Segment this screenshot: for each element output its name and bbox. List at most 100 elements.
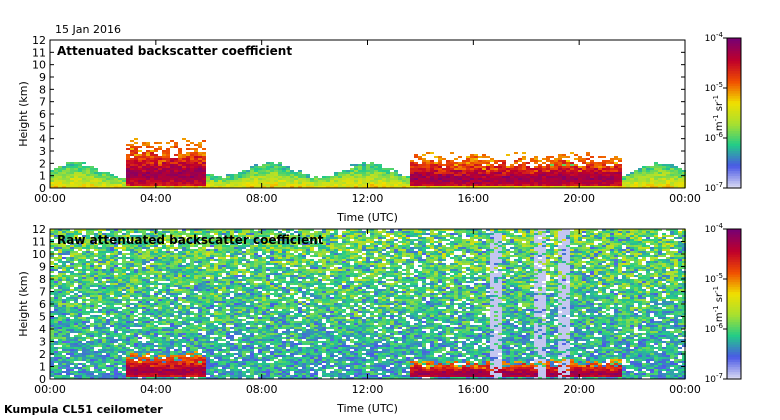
y-tick-label: 0	[39, 182, 46, 195]
colorbar-step	[727, 259, 741, 263]
colorbar-step	[727, 256, 741, 260]
colorbar-step	[727, 266, 741, 270]
colorbar-step	[727, 241, 741, 245]
y-tick-label: 4	[39, 133, 46, 146]
y-tick-label: 11	[32, 46, 46, 59]
colorbar-step	[727, 366, 741, 370]
colorbar-unit: m-1 sr-1	[712, 95, 725, 131]
x-tick-label: 00:00	[669, 192, 701, 205]
colorbar-tick-label: 10-4	[705, 31, 724, 44]
colorbar-step	[727, 254, 741, 258]
colorbar-step	[727, 236, 741, 240]
colorbar-step	[727, 244, 741, 248]
colorbar-step	[727, 40, 741, 44]
y-tick-label: 3	[39, 145, 46, 158]
x-tick-label: 20:00	[563, 383, 595, 396]
colorbar-step	[727, 316, 741, 320]
colorbar-step	[727, 110, 741, 114]
colorbar-step	[727, 349, 741, 353]
colorbar-step	[727, 376, 741, 380]
colorbar-step	[727, 143, 741, 147]
colorbar-tick-label: 10-6	[705, 322, 724, 335]
colorbar-step	[727, 334, 741, 338]
colorbar-step	[727, 284, 741, 288]
colorbar-step	[727, 80, 741, 84]
footer-label: Kumpula CL51 ceilometer	[4, 403, 163, 416]
colorbar-step	[727, 329, 741, 333]
colorbar-step	[727, 65, 741, 69]
colorbar-step	[727, 53, 741, 57]
colorbar-step	[727, 168, 741, 172]
x-tick-label: 12:00	[352, 192, 384, 205]
colorbar-step	[727, 324, 741, 328]
colorbar-step	[727, 148, 741, 152]
x-tick-label: 20:00	[563, 192, 595, 205]
colorbar-step	[727, 314, 741, 318]
colorbar-step	[727, 374, 741, 378]
colorbar-step	[727, 301, 741, 305]
colorbar-step	[727, 249, 741, 253]
colorbar: 10-4 10-5 10-6 10-7 m-1 sr-1	[705, 222, 742, 385]
colorbar-step	[727, 83, 741, 87]
colorbar-tick-label: 10-7	[705, 372, 723, 385]
x-tick-label: 04:00	[140, 192, 172, 205]
colorbar-step	[727, 361, 741, 365]
colorbar-step	[727, 63, 741, 67]
colorbar-step	[727, 48, 741, 52]
colorbar-step	[727, 331, 741, 335]
x-tick-label: 08:00	[246, 383, 278, 396]
y-tick-label: 2	[39, 348, 46, 361]
colorbar-step	[727, 326, 741, 330]
colorbar-unit: m-1 sr-1	[712, 286, 725, 322]
colorbar-step	[727, 165, 741, 169]
colorbar-step	[727, 336, 741, 340]
x-axis-title: Time (UTC)	[336, 402, 398, 415]
y-tick-label: 10	[32, 59, 46, 72]
colorbar-step	[727, 299, 741, 303]
colorbar-step	[727, 93, 741, 97]
y-tick-label: 9	[39, 71, 46, 84]
colorbar-step	[727, 339, 741, 343]
y-tick-label: 12	[32, 34, 46, 47]
colorbar-step	[727, 180, 741, 184]
colorbar-step	[727, 155, 741, 159]
colorbar-step	[727, 279, 741, 283]
colorbar-step	[727, 271, 741, 275]
colorbar-step	[727, 319, 741, 323]
colorbar-step	[727, 133, 741, 137]
colorbar-step	[727, 78, 741, 82]
colorbar-step	[727, 264, 741, 268]
y-tick-label: 1	[39, 361, 46, 374]
colorbar-step	[727, 304, 741, 308]
colorbar-step	[727, 115, 741, 119]
colorbar-step	[727, 341, 741, 345]
y-tick-label: 2	[39, 157, 46, 170]
colorbar-step	[727, 251, 741, 255]
colorbar-step	[727, 105, 741, 109]
x-tick-label: 08:00	[246, 192, 278, 205]
x-tick-label: 16:00	[457, 383, 489, 396]
colorbar-step	[727, 369, 741, 373]
colorbar-step	[727, 346, 741, 350]
colorbar-step	[727, 73, 741, 77]
x-tick-label: 00:00	[669, 383, 701, 396]
colorbar-step	[727, 309, 741, 313]
colorbar-step	[727, 281, 741, 285]
colorbar-step	[727, 120, 741, 124]
colorbar-step	[727, 150, 741, 154]
colorbar-step	[727, 274, 741, 278]
colorbar-step	[727, 43, 741, 47]
colorbar-step	[727, 128, 741, 132]
colorbar-step	[727, 153, 741, 157]
colorbar-step	[727, 135, 741, 139]
colorbar-step	[727, 163, 741, 167]
colorbar-step	[727, 90, 741, 94]
y-tick-label: 7	[39, 96, 46, 109]
panel-title: Raw attenuated backscatter coefficient	[57, 233, 324, 247]
colorbar-step	[727, 95, 741, 99]
colorbar-step	[727, 229, 741, 233]
y-tick-label: 1	[39, 170, 46, 183]
x-tick-label: 16:00	[457, 192, 489, 205]
